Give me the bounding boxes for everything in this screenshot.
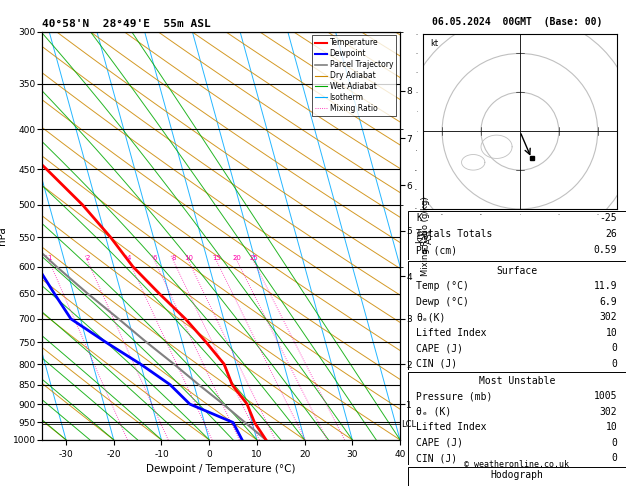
Text: 6.9: 6.9	[599, 297, 617, 307]
Text: 06.05.2024  00GMT  (Base: 00): 06.05.2024 00GMT (Base: 00)	[431, 17, 602, 27]
Text: 8: 8	[171, 255, 175, 261]
Text: 1005: 1005	[594, 391, 617, 401]
Text: 10: 10	[184, 255, 193, 261]
Text: PW (cm): PW (cm)	[416, 245, 457, 256]
Text: θₑ(K): θₑ(K)	[416, 312, 446, 322]
Text: LCL: LCL	[401, 420, 416, 429]
Text: © weatheronline.co.uk: © weatheronline.co.uk	[464, 460, 569, 469]
Y-axis label: km
ASL: km ASL	[415, 227, 434, 244]
Text: 1: 1	[47, 255, 52, 261]
Text: 4: 4	[127, 255, 131, 261]
Text: Surface: Surface	[496, 266, 537, 276]
Text: CAPE (J): CAPE (J)	[416, 343, 464, 353]
Text: Pressure (mb): Pressure (mb)	[416, 391, 493, 401]
Text: 10: 10	[605, 328, 617, 338]
Text: 302: 302	[599, 407, 617, 417]
Text: 302: 302	[599, 312, 617, 322]
Text: -25: -25	[599, 213, 617, 224]
Text: Dewp (°C): Dewp (°C)	[416, 297, 469, 307]
Text: 0: 0	[611, 343, 617, 353]
Text: Most Unstable: Most Unstable	[479, 376, 555, 385]
Text: Totals Totals: Totals Totals	[416, 229, 493, 240]
Text: 26: 26	[605, 229, 617, 240]
Text: Temp (°C): Temp (°C)	[416, 281, 469, 291]
Text: θₑ (K): θₑ (K)	[416, 407, 452, 417]
Text: 0: 0	[611, 453, 617, 463]
Text: Mixing Ratio (g/kg): Mixing Ratio (g/kg)	[421, 196, 430, 276]
X-axis label: Dewpoint / Temperature (°C): Dewpoint / Temperature (°C)	[147, 464, 296, 474]
Text: 40°58'N  28°49'E  55m ASL: 40°58'N 28°49'E 55m ASL	[42, 19, 211, 30]
Text: 20: 20	[233, 255, 242, 261]
Text: 15: 15	[212, 255, 221, 261]
Text: CAPE (J): CAPE (J)	[416, 438, 464, 448]
Text: CIN (J): CIN (J)	[416, 453, 457, 463]
Y-axis label: hPa: hPa	[0, 226, 8, 245]
Text: Lifted Index: Lifted Index	[416, 422, 487, 432]
Text: 10: 10	[605, 422, 617, 432]
Text: kt: kt	[430, 39, 438, 48]
Text: Hodograph: Hodograph	[490, 470, 543, 480]
Text: CIN (J): CIN (J)	[416, 359, 457, 369]
Text: 0.59: 0.59	[594, 245, 617, 256]
Text: 0: 0	[611, 359, 617, 369]
Text: Lifted Index: Lifted Index	[416, 328, 487, 338]
Text: 2: 2	[86, 255, 90, 261]
Text: 25: 25	[249, 255, 258, 261]
Text: 6: 6	[152, 255, 157, 261]
Text: K: K	[416, 213, 422, 224]
Legend: Temperature, Dewpoint, Parcel Trajectory, Dry Adiabat, Wet Adiabat, Isotherm, Mi: Temperature, Dewpoint, Parcel Trajectory…	[312, 35, 396, 116]
Text: 0: 0	[611, 438, 617, 448]
Text: 11.9: 11.9	[594, 281, 617, 291]
